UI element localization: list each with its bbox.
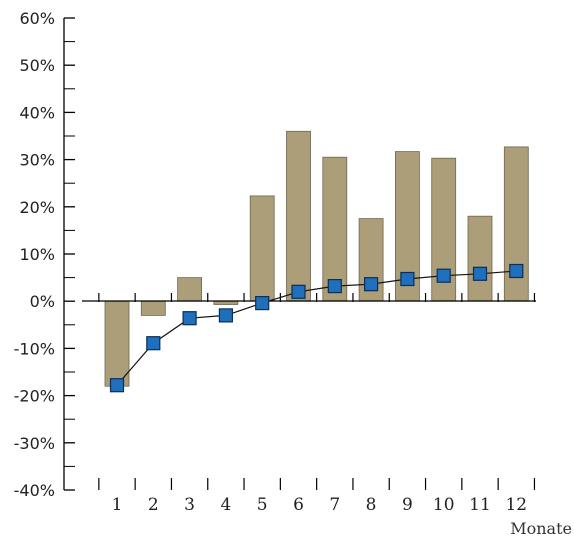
line-marker: [182, 311, 197, 326]
bar: [322, 156, 348, 302]
bar: [286, 130, 311, 302]
x-axis-title: Monate: [510, 519, 572, 538]
bar: [249, 195, 275, 302]
bar: [177, 277, 203, 302]
line-marker: [255, 296, 270, 311]
y-tick-label: -40%: [14, 481, 55, 500]
y-tick-label: 0%: [30, 292, 55, 311]
line-marker: [109, 378, 125, 393]
bar-series: [104, 130, 529, 387]
line-marker: [400, 271, 415, 287]
y-tick-label: -20%: [14, 387, 55, 406]
line-marker: [218, 308, 233, 323]
y-tick-label: 60%: [19, 9, 55, 28]
x-tick-label: 10: [433, 495, 455, 515]
bar: [467, 215, 493, 302]
line-series: [109, 263, 524, 393]
x-tick-label: 6: [293, 495, 304, 515]
bar: [140, 300, 166, 316]
line-marker: [327, 279, 342, 294]
x-tick-label: 12: [505, 495, 527, 515]
bar: [213, 300, 239, 305]
line-marker: [436, 268, 451, 283]
line-marker: [291, 284, 306, 299]
x-tick-label: 3: [184, 495, 195, 515]
x-tick-label: 8: [366, 495, 377, 515]
x-tick-label: 5: [257, 495, 268, 515]
y-tick-label: 40%: [19, 103, 55, 122]
x-tick-label: 11: [469, 495, 491, 515]
y-tick-label: -30%: [14, 434, 55, 453]
y-tick-label: 50%: [19, 56, 55, 75]
y-tick-label: -10%: [14, 339, 55, 358]
line-marker: [364, 277, 379, 292]
y-tick-label: 20%: [19, 198, 55, 217]
x-tick-label: 7: [329, 495, 340, 515]
bar: [104, 300, 130, 387]
y-tick-label: 10%: [19, 245, 55, 264]
line-marker: [509, 263, 524, 279]
x-tick-label: 4: [220, 495, 231, 515]
bar: [394, 151, 420, 302]
y-tick-label: 30%: [19, 151, 55, 170]
x-tick-label: 2: [148, 495, 159, 515]
axes: -40%-30%-20%-10%0%10%20%30%40%50%60%1 2 3 4…: [14, 9, 536, 515]
line-marker: [146, 336, 161, 351]
x-tick-label: 1: [112, 495, 123, 515]
line-marker: [472, 266, 488, 281]
series-line: [116, 270, 517, 386]
x-tick-label: 9: [402, 495, 413, 515]
